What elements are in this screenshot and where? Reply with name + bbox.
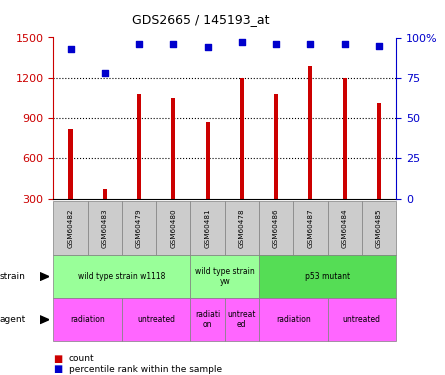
Text: untreated: untreated — [343, 315, 381, 324]
Bar — [377, 104, 381, 199]
Text: GSM60486: GSM60486 — [273, 208, 279, 248]
Text: agent: agent — [0, 315, 26, 324]
Point — [273, 41, 280, 47]
Text: radiation: radiation — [70, 315, 105, 324]
Bar — [137, 94, 141, 199]
Text: GDS2665 / 145193_at: GDS2665 / 145193_at — [132, 13, 269, 26]
Text: wild type strain
yw: wild type strain yw — [195, 267, 255, 286]
Text: GSM60478: GSM60478 — [239, 208, 245, 248]
Bar — [206, 122, 210, 199]
Polygon shape — [40, 273, 49, 280]
Point — [307, 41, 314, 47]
Bar — [274, 94, 278, 199]
Text: GSM60479: GSM60479 — [136, 208, 142, 248]
Bar — [69, 129, 73, 199]
Point — [239, 39, 246, 45]
Bar — [171, 98, 175, 199]
Bar — [308, 66, 312, 199]
Point — [341, 41, 348, 47]
Text: untreated: untreated — [137, 315, 175, 324]
Text: radiation: radiation — [276, 315, 311, 324]
Polygon shape — [40, 316, 49, 324]
Text: GSM60480: GSM60480 — [170, 208, 176, 248]
Text: GSM60487: GSM60487 — [307, 208, 313, 248]
Point — [67, 46, 74, 52]
Text: ■: ■ — [53, 354, 63, 364]
Bar — [240, 78, 244, 199]
Bar — [343, 78, 347, 199]
Text: radiati
on: radiati on — [195, 310, 220, 329]
Text: count: count — [69, 354, 95, 363]
Text: GSM60483: GSM60483 — [102, 208, 108, 248]
Text: ■: ■ — [53, 364, 63, 374]
Text: strain: strain — [0, 272, 26, 281]
Text: wild type strain w1118: wild type strain w1118 — [78, 272, 166, 281]
Text: GSM60484: GSM60484 — [342, 208, 348, 248]
Text: GSM60485: GSM60485 — [376, 208, 382, 248]
Point — [101, 70, 109, 76]
Text: percentile rank within the sample: percentile rank within the sample — [69, 365, 222, 374]
Text: p53 mutant: p53 mutant — [305, 272, 350, 281]
Point — [376, 43, 383, 49]
Text: GSM60481: GSM60481 — [205, 208, 210, 248]
Point — [204, 44, 211, 50]
Text: GSM60482: GSM60482 — [68, 208, 73, 248]
Point — [170, 41, 177, 47]
Text: untreat
ed: untreat ed — [227, 310, 256, 329]
Bar — [103, 189, 107, 199]
Point — [136, 41, 143, 47]
